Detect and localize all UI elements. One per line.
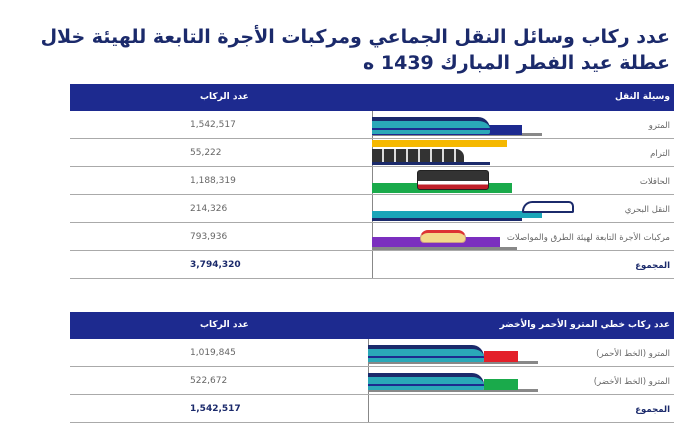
table-row: المترو (الخط الأحمر) 1,019,845 bbox=[70, 339, 674, 367]
table-header: عدد ركاب خطي المترو الأحمر والأخضر عدد ا… bbox=[70, 312, 674, 339]
boat-icon bbox=[522, 201, 574, 213]
header-mode: وسيلة النقل bbox=[614, 92, 670, 102]
page-subtitle: عطلة عيد الفطر المبارك 1439 ه bbox=[363, 52, 670, 74]
bus-icon bbox=[417, 170, 489, 190]
metro-lines-table: عدد ركاب خطي المترو الأحمر والأخضر عدد ا… bbox=[70, 312, 674, 423]
metro-train-icon bbox=[368, 373, 484, 390]
table-row: الحافلات 1,188,319 bbox=[70, 167, 674, 195]
header-riders: عدد الركاب bbox=[200, 92, 249, 102]
total-row: المجموع 3,794,320 bbox=[70, 251, 674, 279]
table-header: وسيلة النقل عدد الركاب bbox=[70, 84, 674, 111]
table-row: النقل البحري 214,326 bbox=[70, 195, 674, 223]
metro-train-icon bbox=[368, 345, 484, 362]
transport-table: وسيلة النقل عدد الركاب المترو 1,542,517 … bbox=[70, 84, 674, 279]
table-row: المترو 1,542,517 bbox=[70, 111, 674, 139]
table-row: مركبات الأجرة التابعة لهيئة الطرق والموا… bbox=[70, 223, 674, 251]
total-row: المجموع 1,542,517 bbox=[70, 395, 674, 423]
metro-train-icon bbox=[372, 117, 490, 134]
table-row: المترو (الخط الأخضر) 522,672 bbox=[70, 367, 674, 395]
taxi-icon bbox=[420, 230, 466, 243]
tram-icon bbox=[372, 149, 464, 162]
page-title: عدد ركاب وسائل النقل الجماعي ومركبات الأ… bbox=[40, 26, 670, 48]
table-row: الترام 55,222 bbox=[70, 139, 674, 167]
